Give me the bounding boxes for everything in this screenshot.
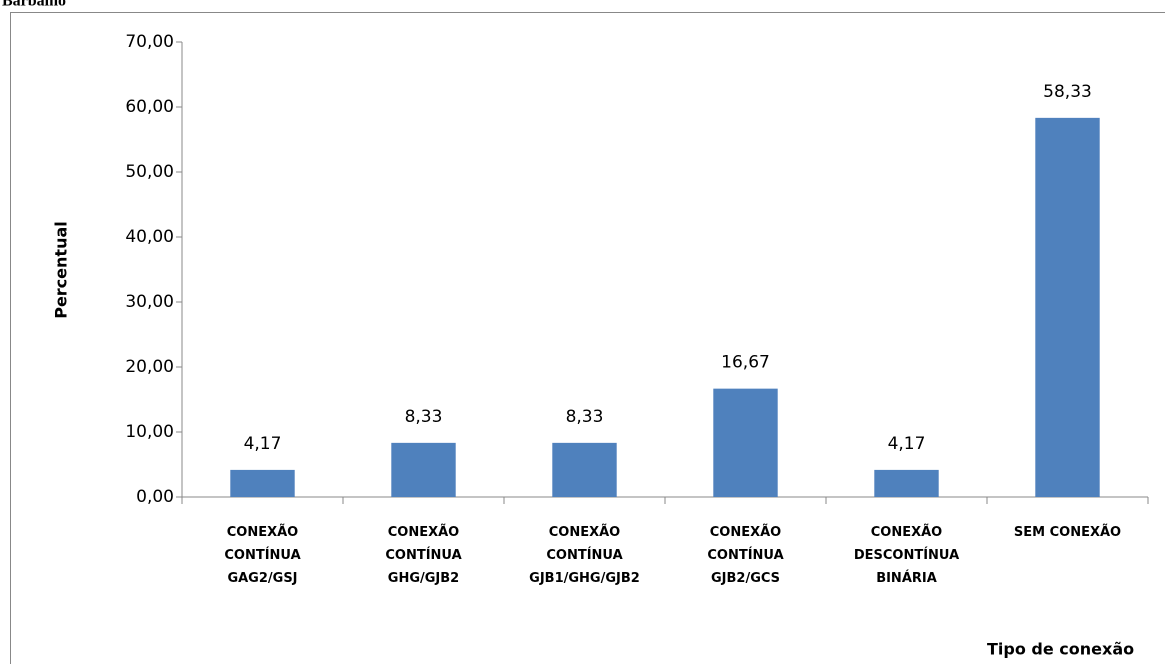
x-tick-label: CONEXÃO CONTÍNUA GHG/GJB2 [385, 524, 461, 586]
x-tick-label: CONEXÃO CONTÍNUA GJB1/GHG/GJB2 [529, 524, 640, 586]
x-tick-label-line: CONEXÃO [710, 524, 782, 540]
x-tick-label-line: CONTÍNUA [385, 547, 461, 563]
value-label: 8,33 [405, 407, 443, 427]
bar [552, 442, 617, 497]
x-tick-label-line: CONEXÃO [871, 524, 943, 540]
y-tick-label: 20,00 [125, 357, 174, 377]
bar [713, 388, 778, 497]
x-tick-label-line: CONTÍNUA [707, 547, 783, 563]
bar [230, 469, 295, 497]
x-tick-label-line: GJB2/GCS [711, 571, 780, 586]
y-tick-label: 40,00 [125, 227, 174, 247]
chart-frame [10, 12, 1165, 664]
x-axis-label: Tipo de conexão [987, 640, 1134, 659]
y-tick-label: 50,00 [125, 162, 174, 182]
y-tick-label: 10,00 [125, 422, 174, 442]
x-tick-label: CONEXÃO CONTÍNUA GJB2/GCS [707, 524, 783, 586]
y-tick-label: 70,00 [125, 32, 174, 52]
value-label: 4,17 [244, 434, 282, 454]
value-label: 8,33 [566, 407, 604, 427]
x-tick-label-line: CONTÍNUA [224, 547, 300, 563]
bar [874, 469, 939, 497]
x-tick-label-line: BINÁRIA [876, 570, 937, 586]
y-tick-label: 0,00 [136, 487, 174, 507]
y-axis-label: Percentual [52, 221, 71, 319]
value-label: 58,33 [1043, 82, 1092, 102]
value-label: 16,67 [721, 353, 770, 373]
x-tick-label-line: DESCONTÍNUA [854, 547, 959, 563]
value-label: 4,17 [888, 434, 926, 454]
x-tick-label-line: SEM CONEXÃO [1014, 524, 1121, 540]
x-tick-label-line: CONTÍNUA [546, 547, 622, 563]
x-tick-label-line: CONEXÃO [227, 524, 299, 540]
caption: Barbalho [2, 0, 66, 10]
x-tick-label: SEM CONEXÃO [1014, 524, 1121, 540]
x-tick-label-line: GJB1/GHG/GJB2 [529, 571, 640, 586]
x-tick-label: CONEXÃO CONTÍNUA GAG2/GSJ [224, 524, 300, 586]
x-tick-label-line: GAG2/GSJ [227, 571, 297, 586]
bar [391, 442, 456, 497]
x-tick-label: CONEXÃO DESCONTÍNUA BINÁRIA [854, 524, 959, 586]
y-tick-label: 60,00 [125, 97, 174, 117]
x-tick-label-line: GHG/GJB2 [388, 571, 459, 586]
x-tick-label-line: CONEXÃO [388, 524, 460, 540]
y-tick-label: 30,00 [125, 292, 174, 312]
bar [1035, 117, 1100, 497]
x-tick-label-line: CONEXÃO [549, 524, 621, 540]
